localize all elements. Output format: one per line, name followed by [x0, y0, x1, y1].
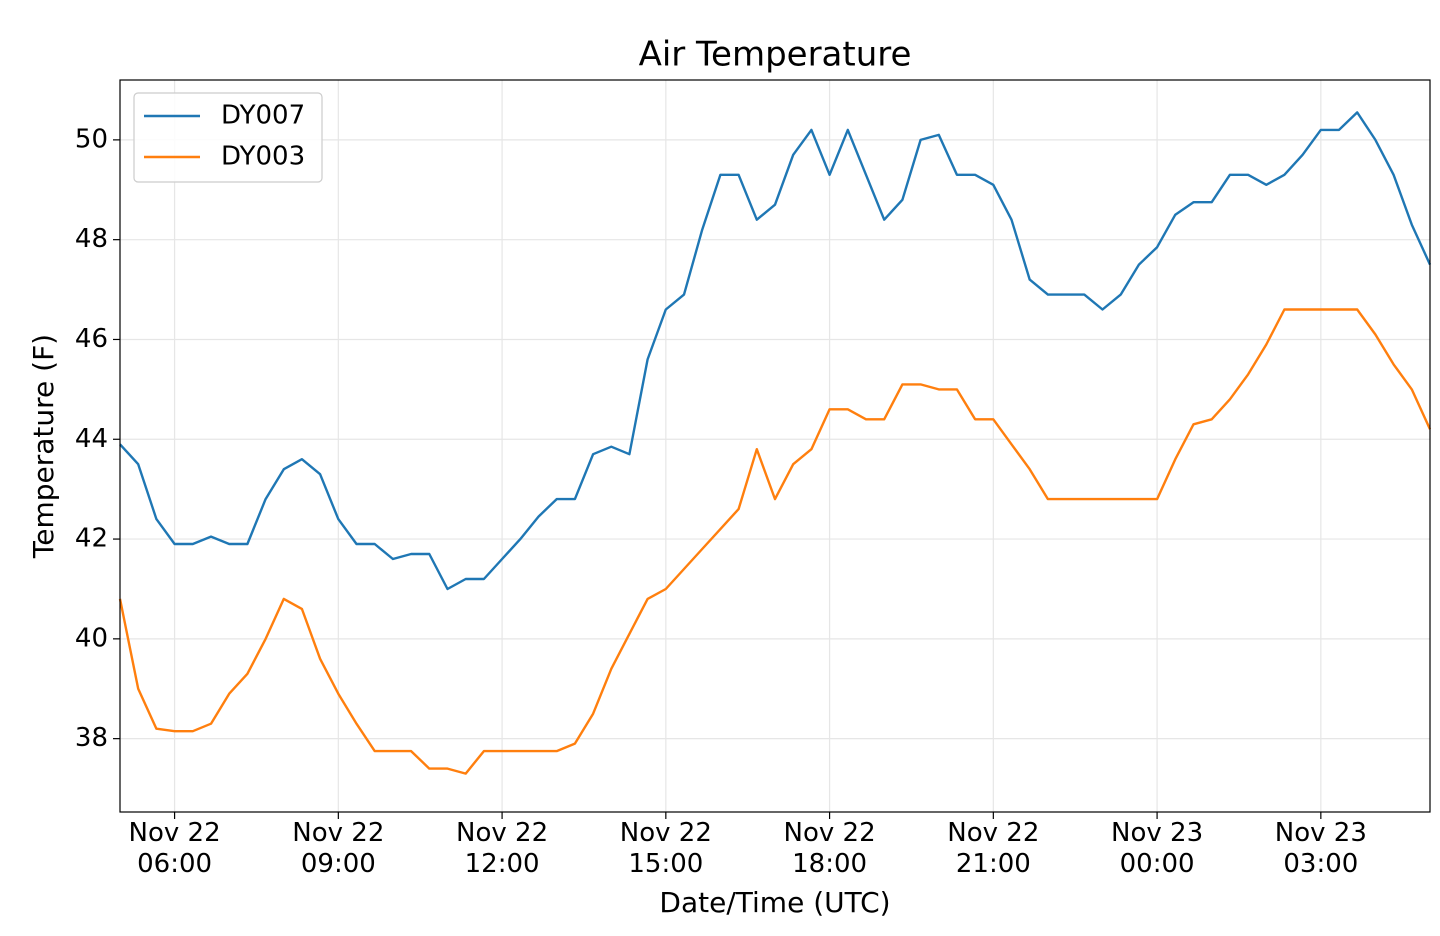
y-tick-label: 46 — [75, 324, 108, 354]
series-line — [119, 111, 1432, 591]
y-tick-label: 44 — [75, 424, 108, 454]
x-tick-label: Nov 23 03:00 — [1274, 818, 1367, 879]
y-tick-label: 38 — [75, 723, 108, 753]
x-tick-label: Nov 22 15:00 — [619, 818, 712, 879]
x-tick-label: Nov 22 06:00 — [128, 818, 221, 879]
y-tick-label: 40 — [75, 623, 108, 653]
x-axis-label: Date/Time (UTC) — [659, 886, 890, 919]
x-tick-label: Nov 23 00:00 — [1111, 818, 1204, 879]
y-tick-label: 42 — [75, 524, 108, 554]
x-tick-label: Nov 22 12:00 — [456, 818, 549, 879]
chart-title: Air Temperature — [639, 35, 912, 75]
x-tick-label: Nov 22 09:00 — [292, 818, 385, 879]
x-tick-label: Nov 22 21:00 — [947, 818, 1040, 879]
plot-frame — [119, 79, 1431, 813]
series-line — [118, 308, 1432, 775]
y-axis-label: Temperature (F) — [27, 334, 60, 559]
x-tick-label: Nov 22 18:00 — [783, 818, 876, 879]
y-tick-label: 48 — [75, 224, 108, 254]
y-tick-label: 50 — [75, 124, 108, 154]
legend-label: DY003 — [221, 142, 305, 172]
legend-label: DY007 — [221, 101, 305, 131]
